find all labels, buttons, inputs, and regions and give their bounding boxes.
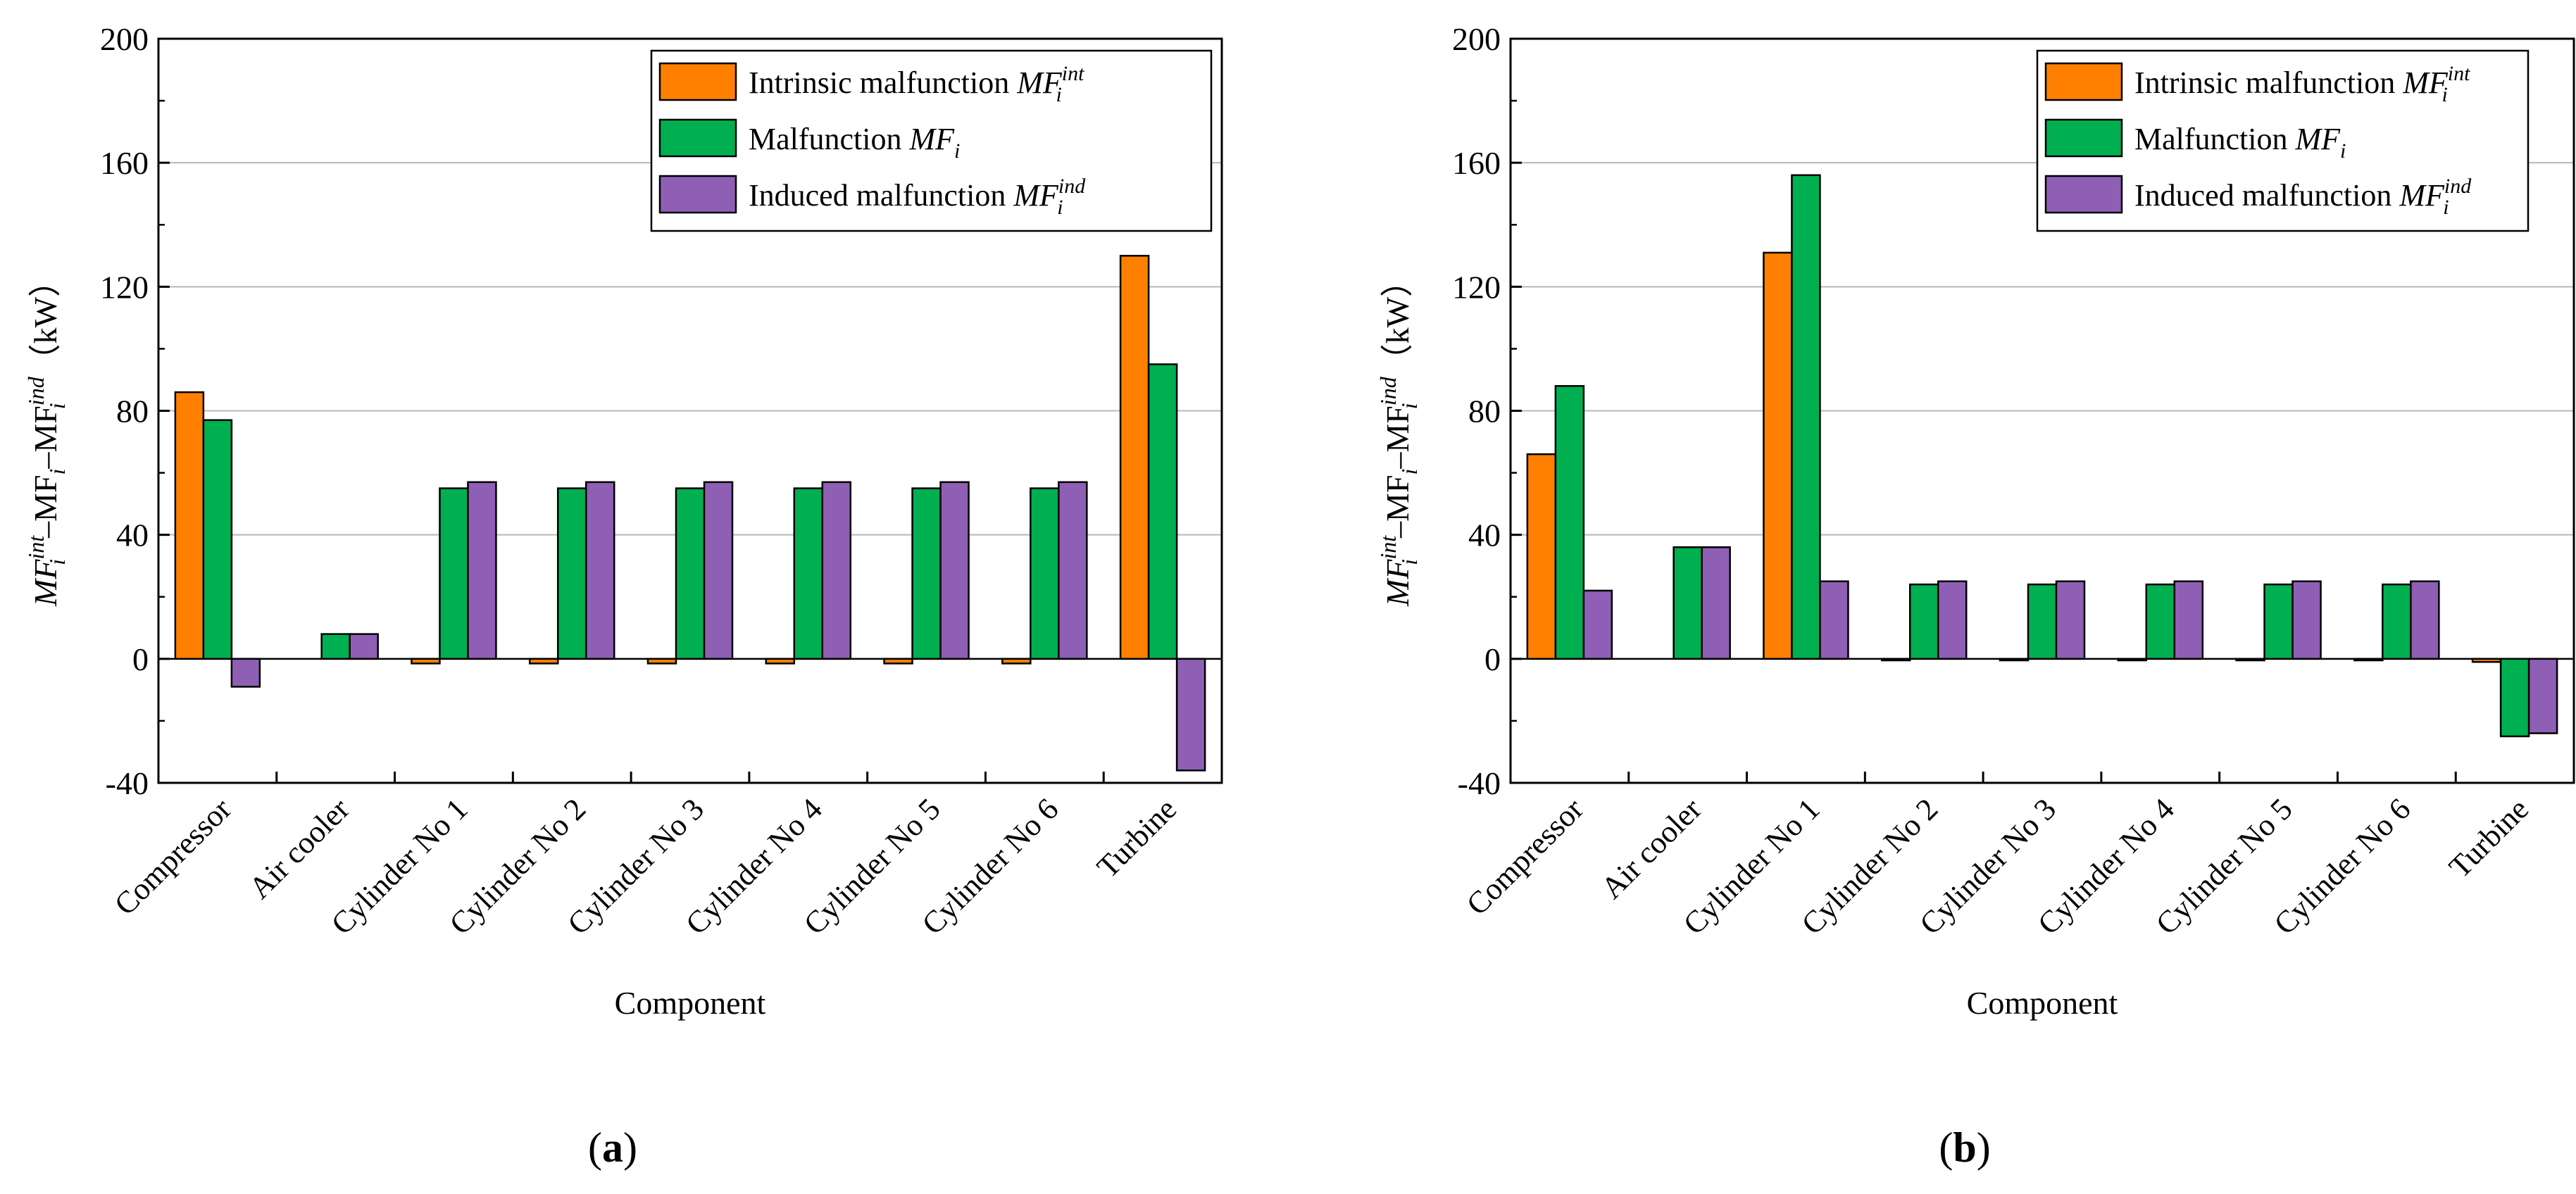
bar-induced-malfunction	[2173, 580, 2204, 660]
legend-swatch	[2044, 62, 2123, 101]
y-tick-label: -40	[106, 765, 149, 801]
y-tick-label: 200	[100, 21, 149, 57]
panel-label: (b)	[1939, 1124, 1990, 1171]
legend: Intrinsic malfunction MFint i Malfunction …	[2036, 49, 2530, 232]
bar-intrinsic-malfunction	[765, 658, 796, 665]
bar-malfunction	[439, 487, 469, 660]
bar-intrinsic-malfunction	[2353, 658, 2384, 662]
y-tick-label: 120	[1452, 269, 1501, 305]
bar-malfunction	[2499, 658, 2530, 738]
bar-induced-malfunction	[2291, 580, 2322, 660]
bar-malfunction	[1147, 363, 1178, 660]
y-tick-label: 160	[1452, 145, 1501, 181]
y-tick-label: 80	[116, 394, 149, 429]
legend-swatch	[658, 118, 737, 158]
bar-malfunction	[1554, 385, 1585, 660]
y-tick-label: 40	[1468, 517, 1501, 553]
legend-swatch	[2044, 175, 2123, 214]
bar-induced-malfunction	[1937, 580, 1968, 660]
bar-intrinsic-malfunction	[2235, 658, 2265, 662]
legend-entry-label: Induced malfunction MFind i	[749, 175, 1086, 219]
y-tick-label: 200	[1452, 21, 1501, 57]
bar-intrinsic-malfunction	[1001, 658, 1032, 665]
bar-induced-malfunction	[1582, 589, 1613, 660]
legend-swatch	[658, 62, 737, 101]
bar-induced-malfunction	[939, 481, 970, 660]
bar-intrinsic-malfunction	[1999, 658, 2030, 662]
bar-induced-malfunction	[584, 481, 615, 660]
bar-malfunction	[1791, 174, 1821, 660]
y-tick-label: 0	[132, 641, 149, 677]
legend-box	[650, 49, 1213, 232]
legend-entry-label: Induced malfunction MFind i	[2134, 175, 2472, 219]
bar-intrinsic-malfunction	[646, 658, 677, 665]
legend-swatch	[2044, 118, 2123, 158]
bar-induced-malfunction	[2527, 658, 2558, 734]
y-tick-label: 160	[100, 145, 149, 181]
x-tick-label: Turbine	[2442, 791, 2535, 884]
y-tick-label: 80	[1468, 394, 1501, 429]
legend-swatch	[658, 175, 737, 214]
bar-induced-malfunction	[821, 481, 852, 660]
bar-induced-malfunction	[467, 481, 497, 660]
legend-entry-label: Intrinsic malfunction MFint i	[749, 62, 1084, 106]
y-axis-title: MFinti–MFi–MFindi（kW）	[1375, 265, 1422, 607]
legend-entry-label: Malfunction MFi	[749, 122, 960, 163]
bar-induced-malfunction	[1175, 658, 1206, 772]
bar-induced-malfunction	[230, 658, 261, 688]
bar-intrinsic-malfunction	[528, 658, 559, 665]
bar-induced-malfunction	[2410, 580, 2440, 660]
bar-malfunction	[2145, 583, 2176, 660]
bar-induced-malfunction	[703, 481, 734, 660]
x-axis-title: Component	[615, 985, 766, 1021]
panel-label: (a)	[588, 1124, 637, 1171]
x-tick-label: Compressor	[1460, 791, 1590, 922]
bar-malfunction	[2382, 583, 2412, 660]
y-tick-label: 0	[1484, 641, 1501, 677]
bar-induced-malfunction	[1819, 580, 1849, 660]
y-tick-label: 40	[116, 517, 149, 553]
bar-intrinsic-malfunction	[411, 658, 441, 665]
bar-induced-malfunction	[1058, 481, 1088, 660]
bar-intrinsic-malfunction	[1880, 658, 1911, 662]
bar-intrinsic-malfunction	[174, 391, 205, 660]
bar-malfunction	[320, 633, 351, 660]
bar-induced-malfunction	[1701, 546, 1731, 660]
y-axis-title: MFinti–MFi–MFindi（kW）	[23, 265, 70, 607]
bar-induced-malfunction	[349, 633, 379, 660]
bar-intrinsic-malfunction	[2471, 658, 2502, 663]
bar-malfunction	[675, 487, 706, 660]
legend-entry-label: Malfunction MFi	[2134, 122, 2346, 163]
bar-intrinsic-malfunction	[2117, 658, 2148, 662]
bar-malfunction	[911, 487, 942, 660]
bar-malfunction	[2027, 583, 2058, 660]
bar-malfunction	[556, 487, 587, 660]
x-tick-label: Air cooler	[1594, 791, 1708, 905]
bar-intrinsic-malfunction	[1119, 255, 1150, 660]
bar-malfunction	[202, 419, 233, 660]
bar-malfunction	[1672, 546, 1703, 660]
bar-intrinsic-malfunction	[883, 658, 913, 665]
y-tick-label: -40	[1458, 765, 1501, 801]
bar-malfunction	[1030, 487, 1060, 660]
x-tick-label: Air cooler	[242, 791, 356, 905]
legend-entry-label: Intrinsic malfunction MFint i	[2134, 62, 2470, 106]
y-tick-label: 120	[100, 269, 149, 305]
bar-malfunction	[1908, 583, 1939, 660]
bar-induced-malfunction	[2055, 580, 2086, 660]
legend: Intrinsic malfunction MFint i Malfunction …	[650, 49, 1213, 232]
bar-intrinsic-malfunction	[1763, 251, 1793, 660]
x-tick-label: Compressor	[108, 791, 238, 922]
bar-malfunction	[2263, 583, 2294, 660]
bar-malfunction	[793, 487, 824, 660]
bar-intrinsic-malfunction	[1526, 453, 1557, 660]
x-tick-label: Turbine	[1090, 791, 1183, 884]
x-axis-title: Component	[1967, 985, 2118, 1021]
